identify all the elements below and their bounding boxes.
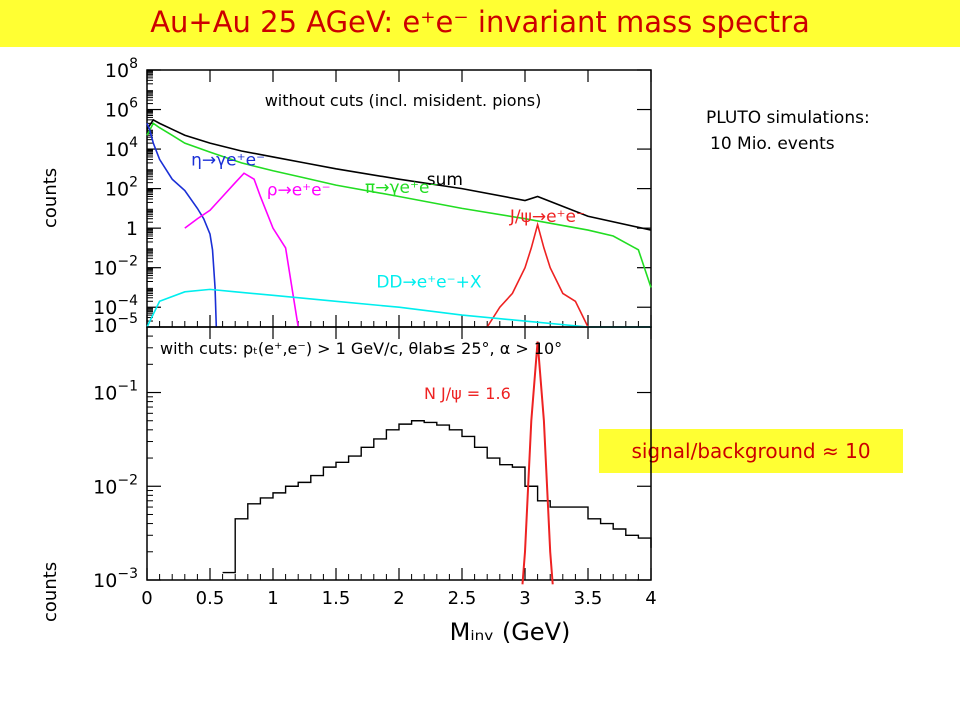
y-tick-label: 10−4 (93, 293, 138, 319)
y-tick-label: 10−1 (93, 379, 138, 405)
series-label: ρ→e⁺e⁻ (267, 180, 331, 200)
bottom-panel: 10−3 10−2 10−1 with cuts: pₜ(e⁺,e⁻) > 1 GeV… (93, 326, 652, 592)
signal-background-label: signal/background ≈ 10 (631, 439, 871, 463)
x-tick-label: 2 (393, 588, 404, 609)
y-tick-label: 104 (105, 135, 138, 161)
series-label: DD→e⁺e⁻+X (376, 272, 482, 292)
y-tick-label: 108 (105, 56, 138, 82)
x-tick-label: 0.5 (196, 588, 225, 609)
y-tick-label: 1 (126, 218, 138, 240)
jpsi-series (486, 221, 589, 328)
pi0-dalitz-series (146, 122, 652, 288)
x-tick-label: 3.5 (574, 588, 603, 609)
series-label: η→γe⁺e⁻ (191, 150, 265, 170)
plot-frame (146, 326, 652, 581)
series-label: sum (427, 170, 463, 190)
top-annotation: without cuts (incl. misident. pions) (265, 91, 542, 110)
jpsi-signal-series (521, 341, 554, 585)
series-label: J/ψ→e⁺e⁻ (509, 207, 585, 227)
bottom-annotation: with cuts: pₜ(e⁺,e⁻) > 1 GeV/c, θlab≤ 25… (160, 339, 562, 358)
sum-series (146, 118, 652, 231)
x-tick-label: 2.5 (448, 588, 477, 609)
y-tick-label: 10−5 (93, 311, 138, 337)
x-tick-label: 0 (141, 588, 152, 609)
signal-background-box: signal/background ≈ 10 (599, 429, 903, 473)
y-tick-label: 10−2 (93, 254, 138, 280)
rho-series (184, 172, 299, 328)
background-series (222, 420, 652, 574)
x-axis: 0 0.5 1 1.5 2 2.5 3 3.5 4 Mᵢₙᵥ (GeV) (141, 588, 656, 646)
y-tick-label: 106 (105, 96, 138, 122)
eta-dalitz-series (146, 123, 218, 328)
x-tick-label: 4 (645, 588, 656, 609)
y-tick-label: 10−3 (93, 566, 138, 592)
dd-series (146, 288, 651, 328)
page-title: Au+Au 25 AGeV: e⁺e⁻ invariant mass spect… (150, 5, 810, 39)
y-tick-label: 102 (105, 175, 138, 201)
x-tick-label: 1.5 (322, 588, 351, 609)
x-axis-title: Mᵢₙᵥ (GeV) (450, 618, 571, 646)
simulation-note-line1: PLUTO simulations: (706, 108, 870, 128)
njpsi-label: N J/ψ = 1.6 (424, 384, 511, 403)
simulation-note-line2: 10 Mio. events (710, 134, 835, 154)
series-label: π→γe⁺e⁻ (365, 178, 438, 198)
x-tick-label: 3 (519, 588, 530, 609)
title-bar (0, 0, 960, 47)
x-tick-label: 1 (267, 588, 278, 609)
y-tick-label: 10−2 (93, 472, 138, 498)
